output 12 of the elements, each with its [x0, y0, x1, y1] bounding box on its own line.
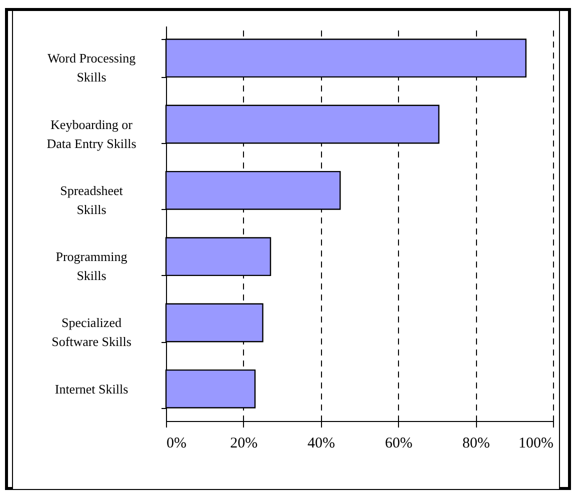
x-tick-label: 60%	[384, 436, 412, 452]
y-tick-label: Spreadsheet Skills	[60, 182, 124, 217]
x-tick-label: 20%	[230, 436, 258, 452]
x-tick-label: 80%	[462, 436, 490, 452]
x-tick-label: 0%	[166, 436, 186, 452]
y-tick-label: Word Processing Skills	[47, 50, 136, 85]
x-tick-label: 40%	[308, 436, 336, 452]
x-tick-label: 100%	[518, 436, 554, 452]
y-tick-label: Specialized Software Skills	[52, 315, 132, 350]
y-tick-label: Keyboarding or Data Entry Skills	[46, 116, 136, 151]
y-tick-label: Internet Skills	[54, 381, 128, 396]
y-tick-label: Programming Skills	[56, 249, 128, 284]
